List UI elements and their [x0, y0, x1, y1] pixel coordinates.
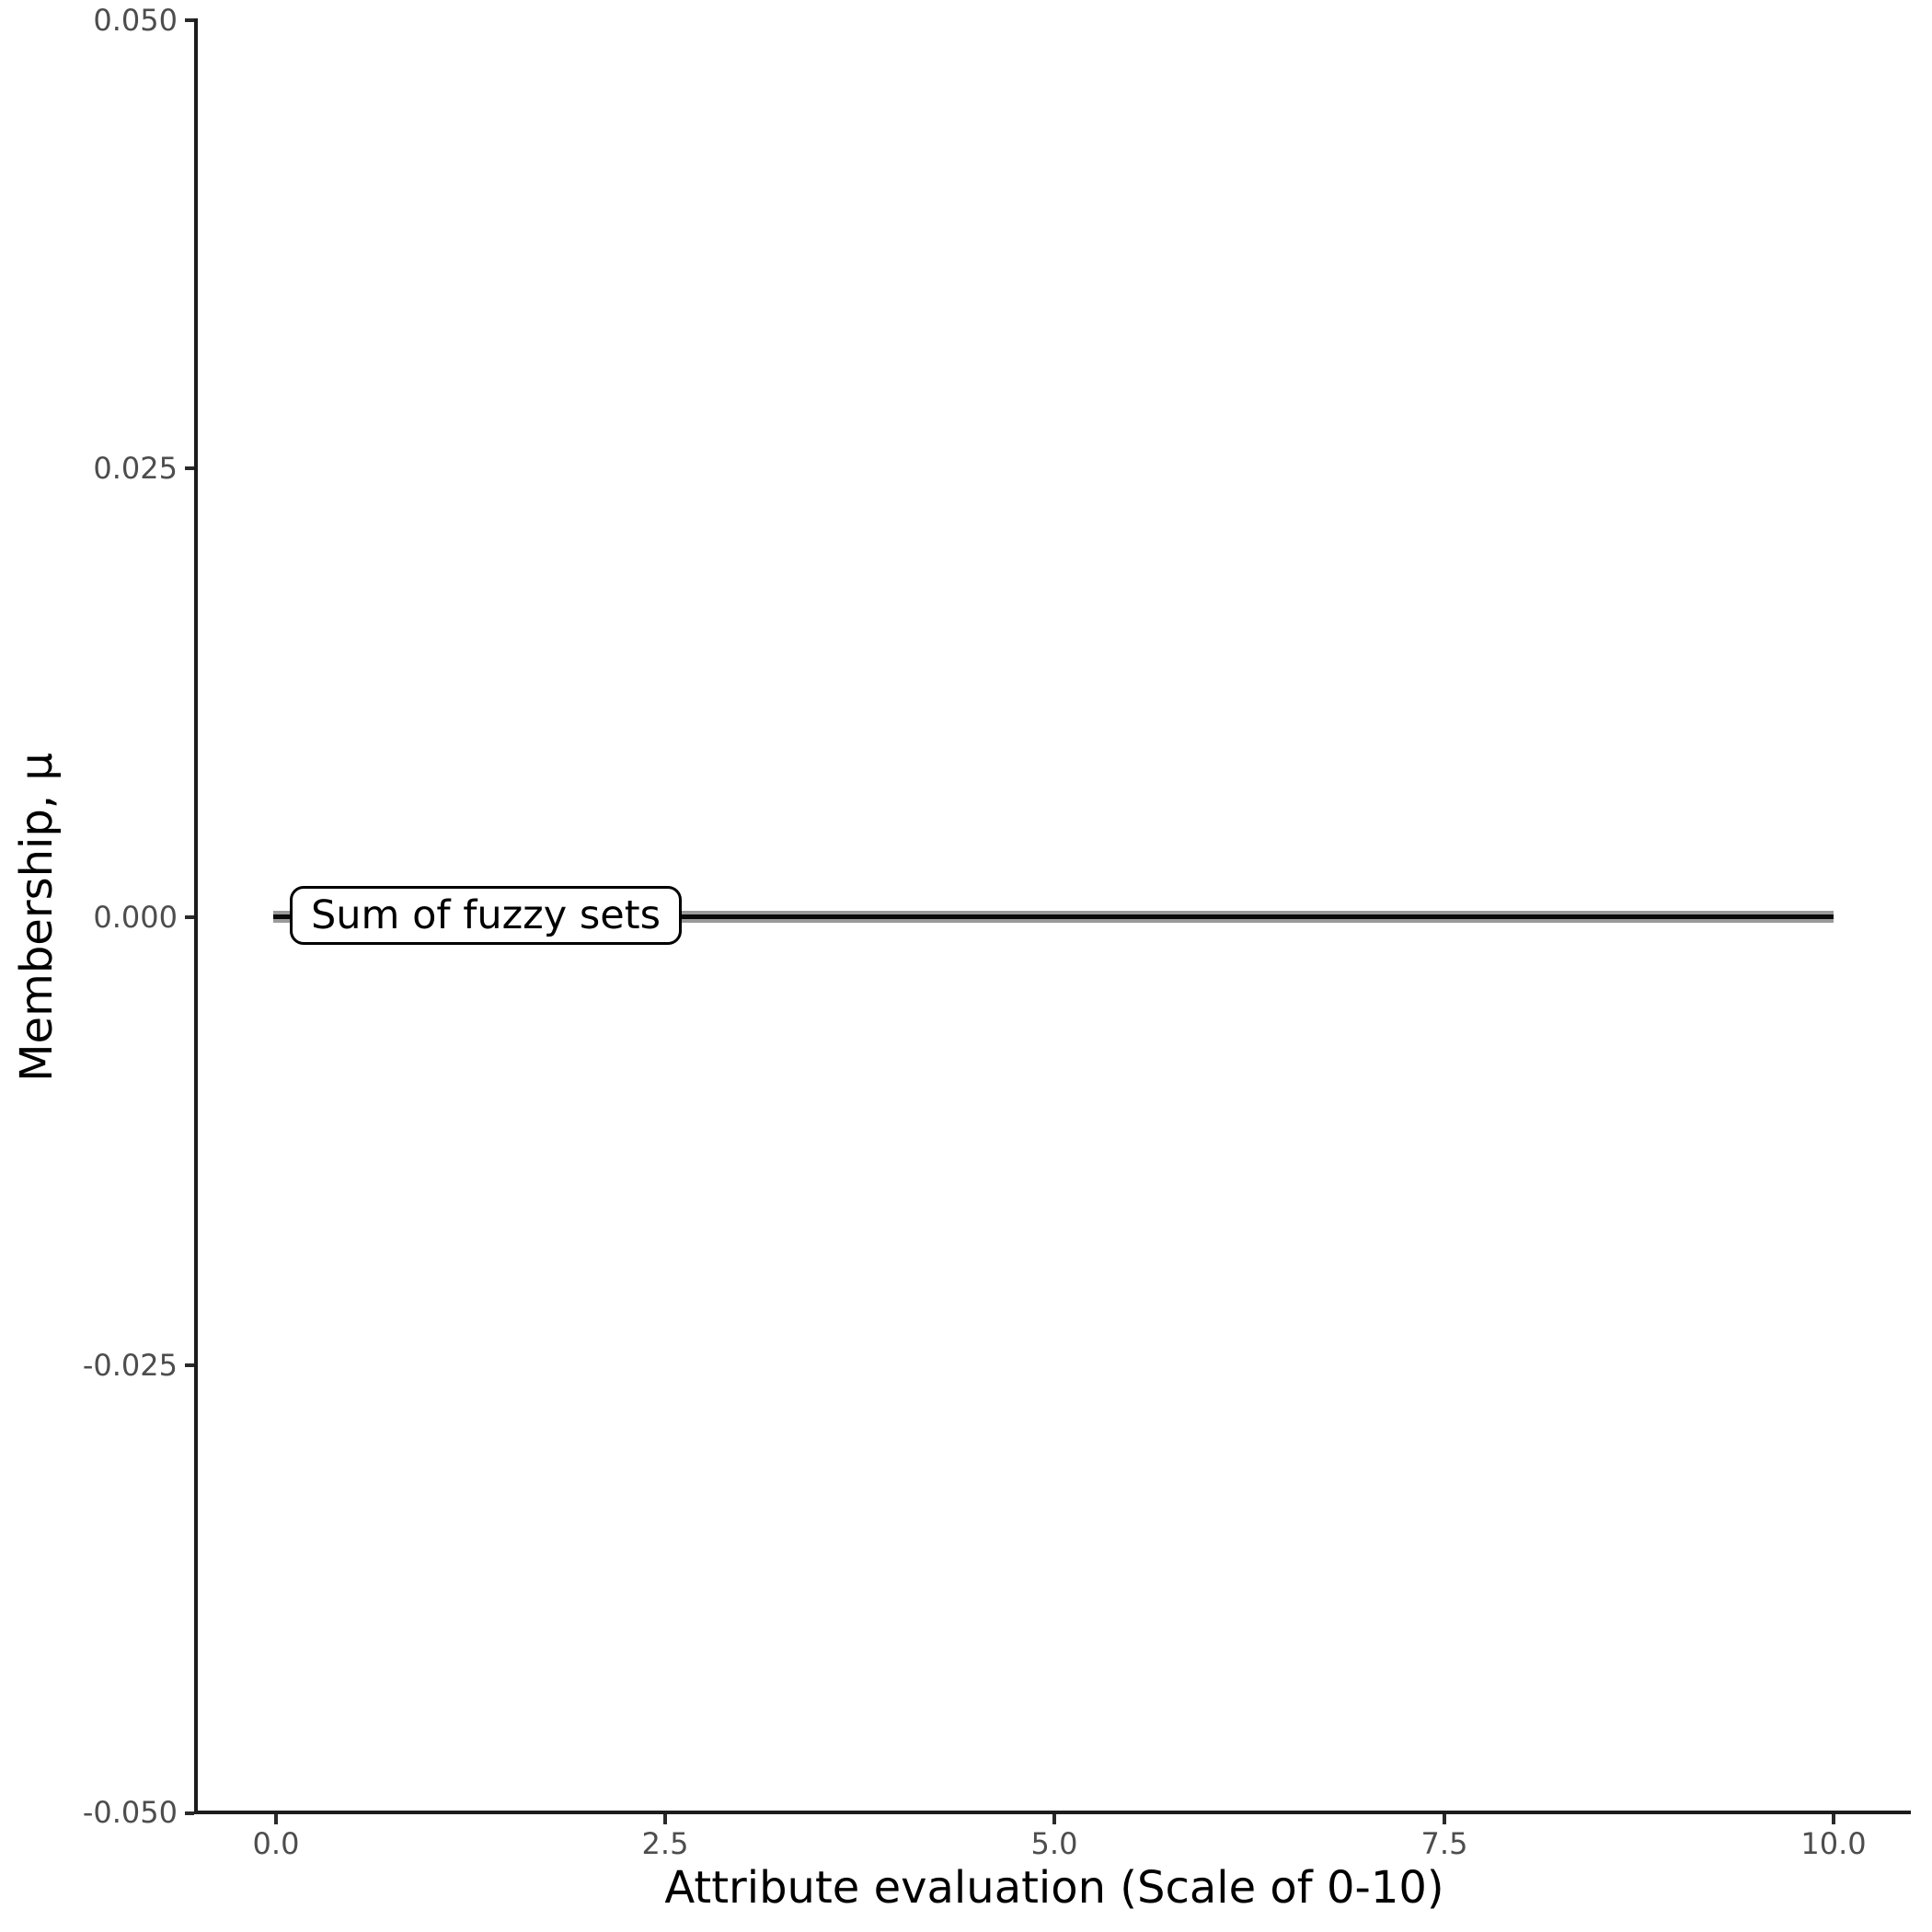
x-axis-line	[194, 1811, 1911, 1814]
sum-label-box: Sum of fuzzy sets	[290, 886, 682, 945]
sum-of-fuzzy-sets-line	[273, 914, 1834, 919]
x-tick-mark	[1832, 1814, 1835, 1824]
y-tick-label: -0.050	[82, 1795, 178, 1830]
x-tick-label: 10.0	[1800, 1826, 1867, 1861]
x-tick-mark	[1052, 1814, 1056, 1824]
y-tick-label: 0.050	[93, 3, 178, 38]
y-axis-line	[194, 18, 198, 1814]
x-tick-mark	[1443, 1814, 1446, 1824]
y-tick-label: -0.025	[82, 1348, 178, 1383]
x-tick-label: 5.0	[1030, 1826, 1078, 1861]
y-tick-label: 0.000	[93, 900, 178, 935]
sum-label-text: Sum of fuzzy sets	[311, 891, 661, 938]
x-axis-title: Attribute evaluation (Scale of 0-10)	[664, 1862, 1444, 1914]
y-tick-mark	[185, 466, 194, 470]
y-tick-mark	[185, 18, 194, 22]
x-tick-mark	[663, 1814, 667, 1824]
x-tick-label: 7.5	[1420, 1826, 1468, 1861]
x-tick-label: 0.0	[252, 1826, 300, 1861]
y-tick-mark	[185, 1811, 194, 1815]
y-tick-mark	[185, 915, 194, 919]
y-tick-mark	[185, 1363, 194, 1367]
x-tick-mark	[274, 1814, 278, 1824]
y-tick-label: 0.025	[93, 451, 178, 486]
x-tick-label: 2.5	[641, 1826, 689, 1861]
